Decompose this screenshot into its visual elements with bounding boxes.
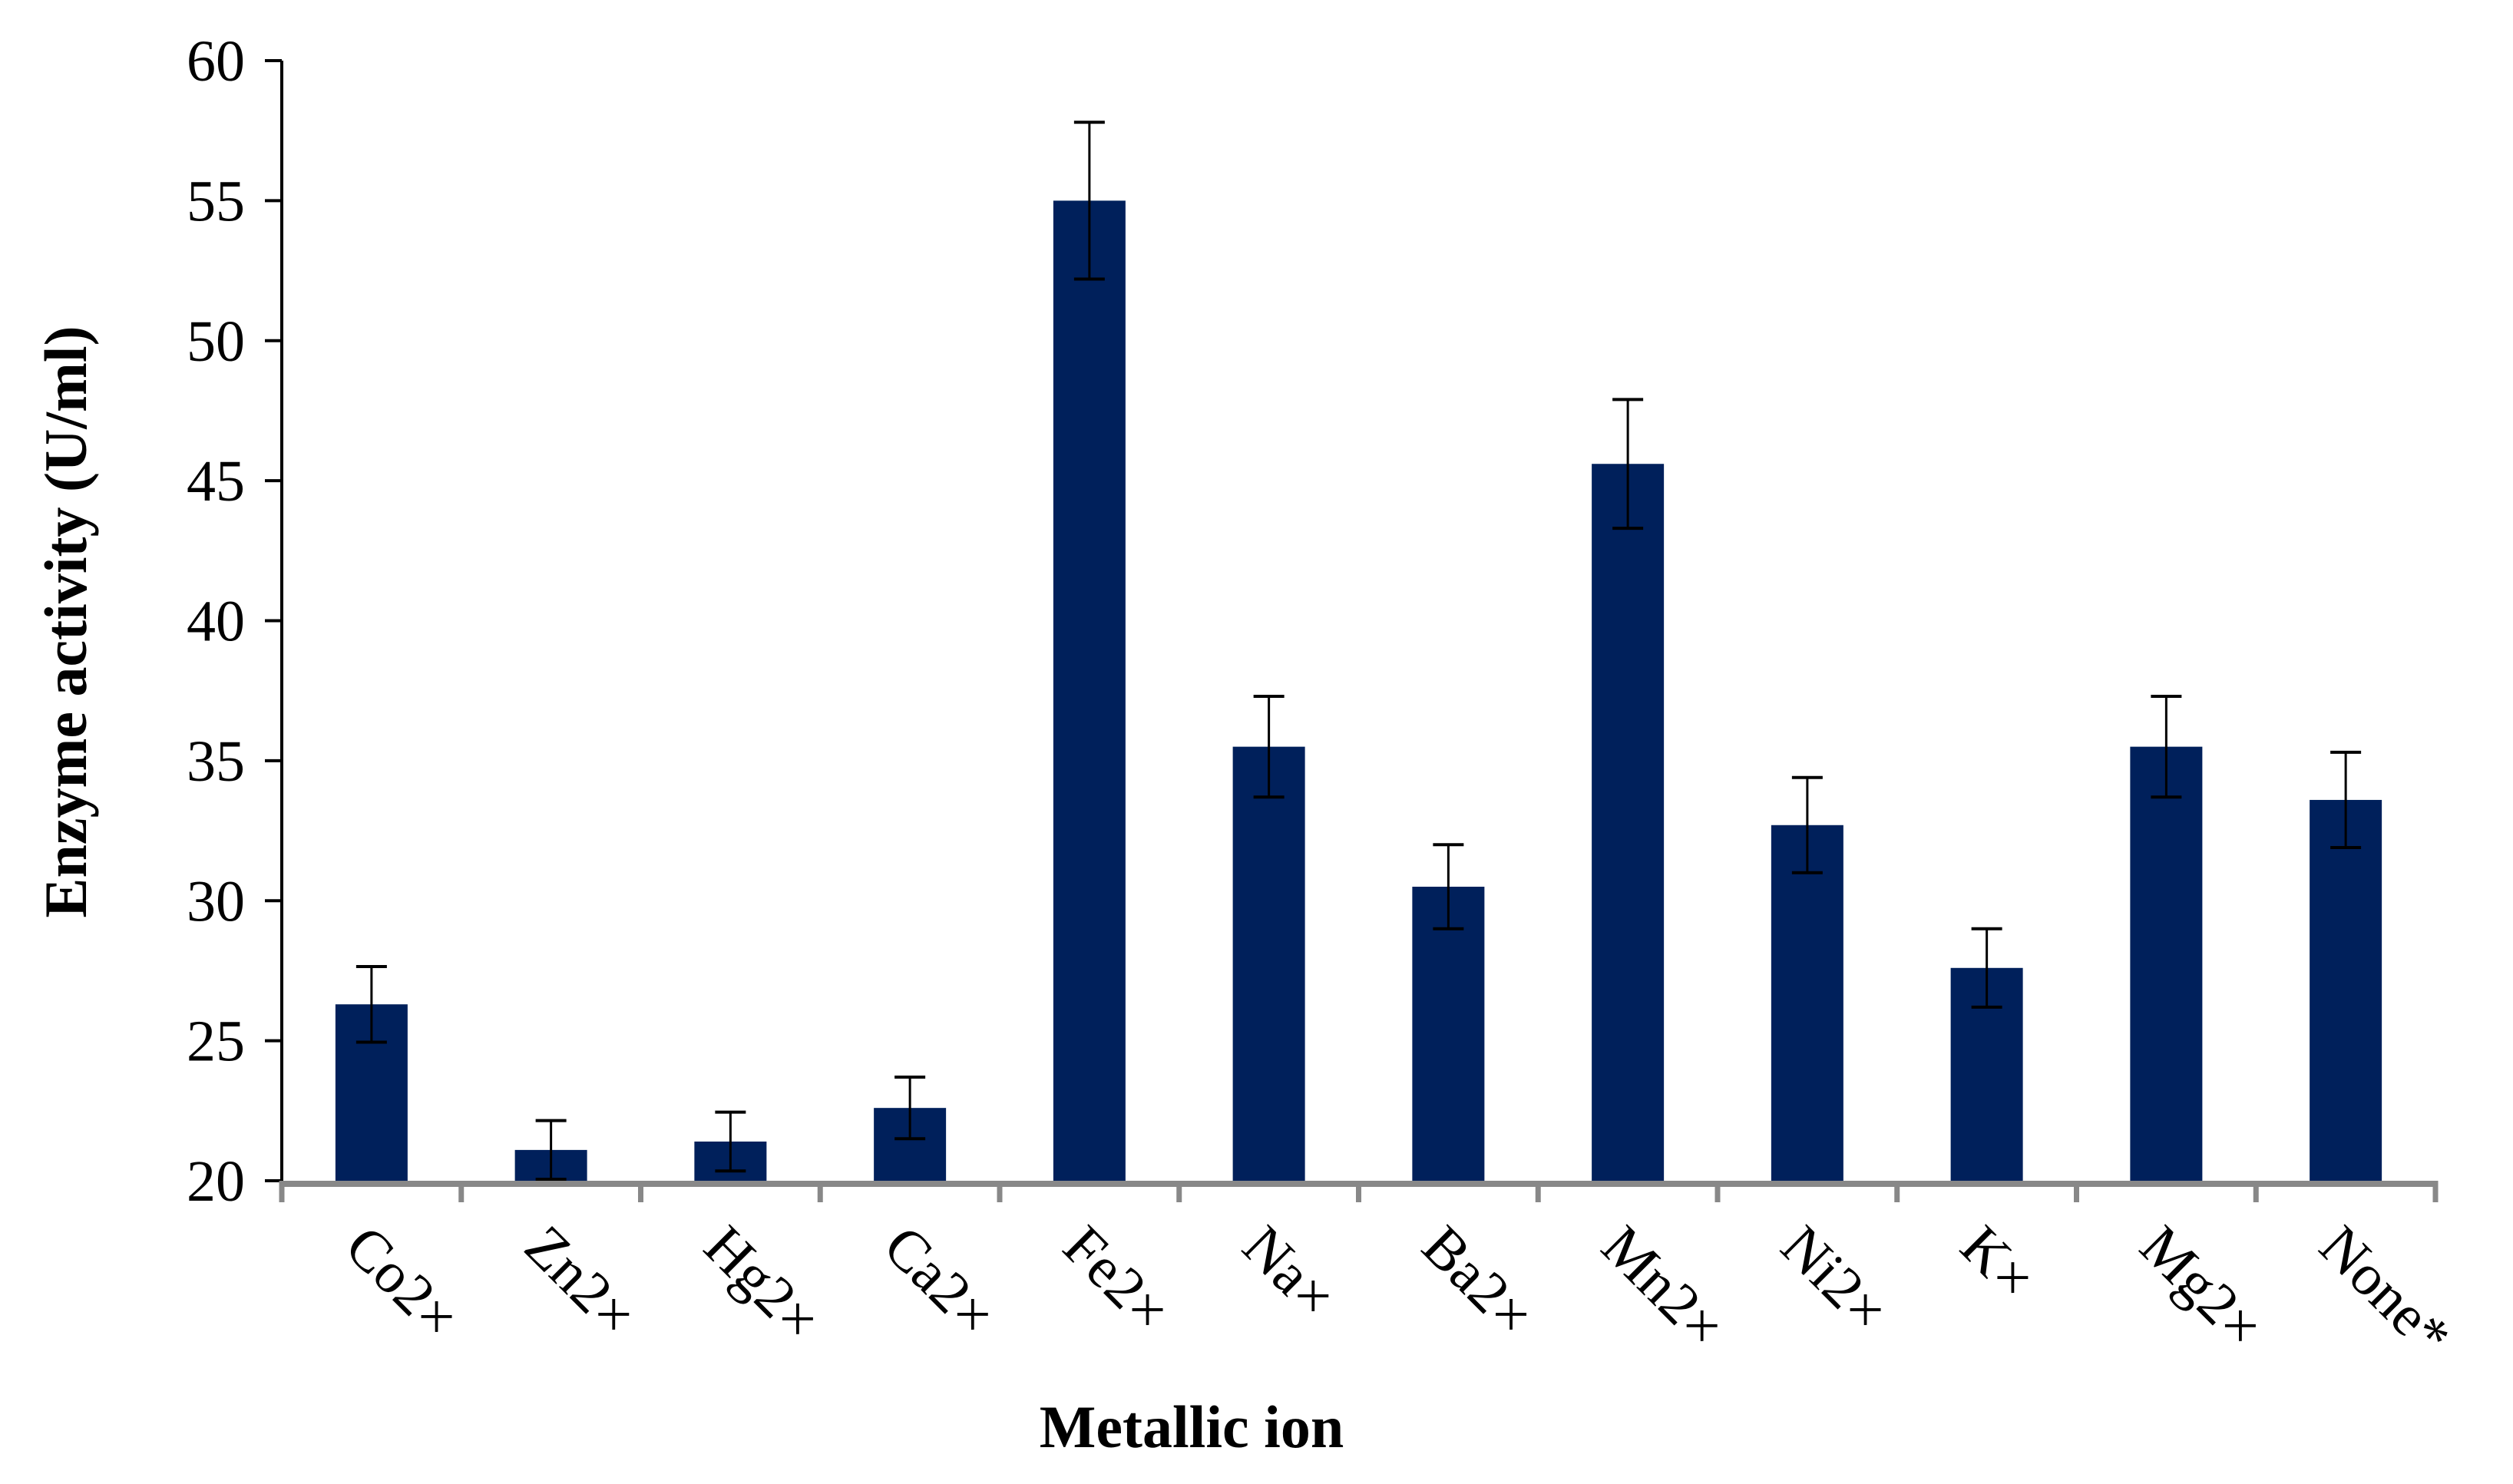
error-bar [1971, 927, 2002, 1009]
bar [2130, 746, 2203, 1181]
bar [1412, 887, 1485, 1181]
y-tick-label: 55 [187, 169, 245, 233]
x-tick-label: Ba2× [1410, 1214, 1545, 1349]
y-tick-label: 20 [187, 1149, 245, 1214]
bar [1771, 825, 1843, 1181]
error-bar [1253, 694, 1285, 799]
error-bar [1433, 843, 1464, 930]
x-tick-label: K× [1949, 1214, 2048, 1313]
bars [335, 121, 2382, 1182]
y-tick-label: 40 [187, 590, 245, 654]
error-bar [1612, 398, 1644, 530]
error-bar [894, 1076, 926, 1141]
x-tick-label: Fe2× [1051, 1214, 1182, 1344]
error-bar [715, 1110, 746, 1173]
bar [1053, 200, 1126, 1181]
error-bar [2151, 694, 2182, 799]
x-axis: Co2× Zn2× Hg2× Ca2× Fe2× Na× Ba2× Mn2× Ni2× K× Mg2… [279, 1181, 2463, 1370]
bar [1592, 464, 1665, 1181]
x-tick-label: Mn2× [1589, 1214, 1736, 1360]
y-axis: 20 25 30 35 40 45 50 55 60 [187, 29, 283, 1214]
x-tick-label: Zn2× [513, 1214, 648, 1349]
y-tick-label: 30 [187, 869, 245, 934]
error-bar [1791, 775, 1823, 874]
y-axis-title: Enzyme activity (U/ml) [32, 326, 99, 917]
x-tick-label: Co2× [333, 1214, 471, 1351]
x-tick-label: Mg2× [2128, 1214, 2274, 1360]
error-bar [1073, 121, 1105, 281]
bar [2310, 799, 2382, 1181]
y-tick-label: 50 [187, 309, 245, 374]
y-tick-label: 60 [187, 29, 245, 94]
error-bar [535, 1119, 567, 1182]
error-bar [2330, 750, 2362, 849]
error-bar [355, 964, 387, 1044]
y-tick-label: 35 [187, 729, 245, 794]
x-tick-label: None* [2307, 1214, 2463, 1370]
x-tick-label: Hg2× [692, 1214, 832, 1353]
bar [1232, 746, 1305, 1181]
x-tick-label: Ni2× [1769, 1214, 1900, 1344]
x-tick-label: Ca2× [871, 1214, 1007, 1349]
x-tick-label: Na× [1231, 1214, 1347, 1330]
y-tick-label: 25 [187, 1010, 245, 1074]
x-axis-title: Metallic ion [1040, 1393, 1344, 1460]
y-tick-label: 45 [187, 449, 245, 514]
